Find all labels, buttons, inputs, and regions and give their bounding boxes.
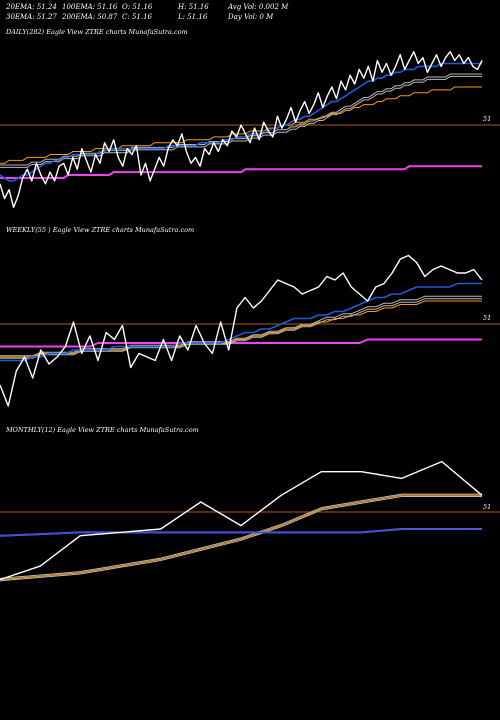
stat-avg-vol: Avg Vol: 0.002 M	[228, 3, 289, 11]
stat-high: H: 51.16	[178, 3, 209, 11]
weekly-panel	[0, 254, 500, 407]
stat-200ema: 200EMA: 50.87	[62, 13, 118, 21]
monthly-level-label: 51	[483, 503, 492, 511]
stat-close: C: 51.16	[122, 13, 152, 21]
series-line-ema-baseline	[0, 165, 482, 179]
series-line-ema-short	[0, 528, 482, 537]
series-line-ema-long	[0, 493, 482, 579]
weekly-level-label: 51	[483, 314, 492, 322]
series-line-price	[0, 460, 483, 581]
stat-open: O: 51.16	[122, 3, 153, 11]
daily-panel	[0, 51, 500, 209]
series-line-ema-long	[0, 298, 482, 359]
series-line-ema-slow	[0, 494, 482, 581]
monthly-panel-title: MONTHLY(12) Eagle View ZTRE charts Munaf…	[6, 426, 199, 434]
stat-100ema: 100EMA: 51.16	[62, 3, 118, 11]
series-line-ema-slow	[0, 86, 482, 164]
daily-panel-title: DAILY(282) Eagle View ZTRE charts Munafa…	[6, 28, 188, 36]
series-line-ema-long	[0, 495, 482, 582]
stat-30ema: 30EMA: 51.27	[6, 13, 57, 21]
stat-20ema: 20EMA: 51.24	[6, 3, 57, 11]
series-line-price	[0, 254, 483, 407]
daily-level-label: 51	[483, 115, 492, 123]
stat-day-vol: Day Vol: 0 M	[228, 13, 274, 21]
monthly-panel	[0, 460, 500, 582]
weekly-panel-title: WEEKLY(55 ) Eagle View ZTRE charts Munaf…	[6, 226, 195, 234]
series-line-price	[0, 51, 483, 209]
stat-low: L: 51.16	[178, 13, 208, 21]
